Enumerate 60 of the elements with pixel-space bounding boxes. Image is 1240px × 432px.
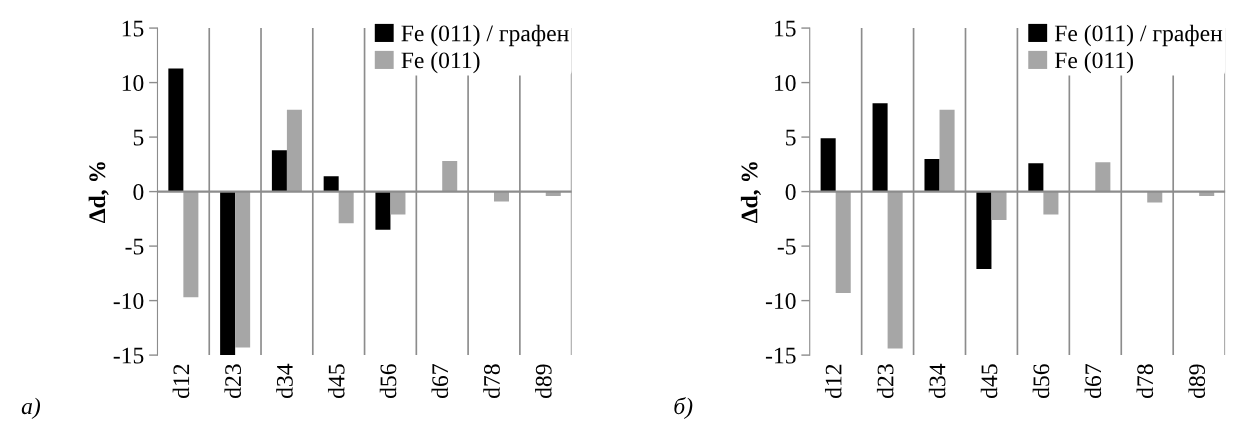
bar	[835, 191, 851, 293]
x-tick-label: d34	[928, 363, 946, 398]
x-tick-label: d56	[379, 364, 397, 398]
x-tick-label: d67	[1084, 364, 1102, 398]
bar	[939, 109, 955, 192]
y-tick-label: 5	[786, 129, 796, 146]
x-tick-label: d89	[1188, 364, 1206, 398]
y-tick-label: 10	[122, 75, 144, 92]
y-tick-label: -10	[113, 293, 144, 310]
bar	[338, 191, 354, 224]
x-tick-label: d56	[1032, 364, 1050, 398]
text: б)	[674, 397, 693, 420]
bar	[872, 103, 888, 192]
bar	[1028, 163, 1044, 192]
y-tick-label: 15	[774, 20, 796, 37]
bar	[323, 176, 339, 192]
bar	[976, 191, 992, 269]
bar	[390, 191, 406, 215]
bar	[220, 191, 236, 356]
bar	[924, 158, 940, 192]
bar	[183, 191, 199, 298]
y-tick-label: -15	[113, 347, 144, 364]
x-tick-label: d78	[1136, 364, 1154, 398]
bar	[1095, 162, 1111, 192]
x-tick-label: d45	[980, 364, 998, 398]
legend-label: Fe (011) / графен	[1054, 24, 1223, 47]
bar	[235, 191, 251, 348]
text: a)	[21, 397, 41, 420]
y-tick-label: 5	[133, 129, 144, 146]
legend-label: Fe (011) / графен	[401, 24, 569, 47]
bar	[286, 109, 302, 192]
y-tick-label: 0	[785, 184, 796, 201]
bar	[271, 150, 287, 192]
y-tick-label: -10	[765, 293, 796, 310]
y-tick-label: -15	[765, 347, 796, 364]
x-tick-label: d34	[276, 363, 293, 398]
x-tick-label: d45	[327, 364, 345, 398]
y-tick-label: -5	[125, 238, 144, 255]
bar	[991, 191, 1007, 220]
bar	[887, 191, 903, 349]
x-tick-label: d89	[535, 364, 552, 398]
x-tick-label: d23	[224, 364, 242, 398]
y-tick-label: 15	[122, 20, 144, 37]
x-tick-label: d67	[431, 364, 449, 398]
bar	[442, 161, 458, 192]
y-tick-label: -5	[777, 238, 796, 255]
bar	[168, 68, 184, 192]
x-tick-label: d78	[483, 364, 500, 398]
x-tick-label: d12	[824, 364, 842, 398]
legend-label: Fe (011)	[1054, 51, 1133, 74]
bar	[375, 191, 391, 230]
y-axis-title: Δd, %	[88, 162, 109, 223]
x-tick-label: d23	[876, 364, 894, 398]
y-tick-label: 10	[774, 75, 796, 92]
x-tick-label: d12	[172, 364, 190, 398]
y-axis-title: Δd, %	[740, 162, 761, 223]
y-tick-label: 0	[133, 184, 144, 201]
bar	[820, 138, 836, 192]
bar	[1043, 191, 1059, 215]
legend-label: Fe (011)	[401, 51, 480, 74]
